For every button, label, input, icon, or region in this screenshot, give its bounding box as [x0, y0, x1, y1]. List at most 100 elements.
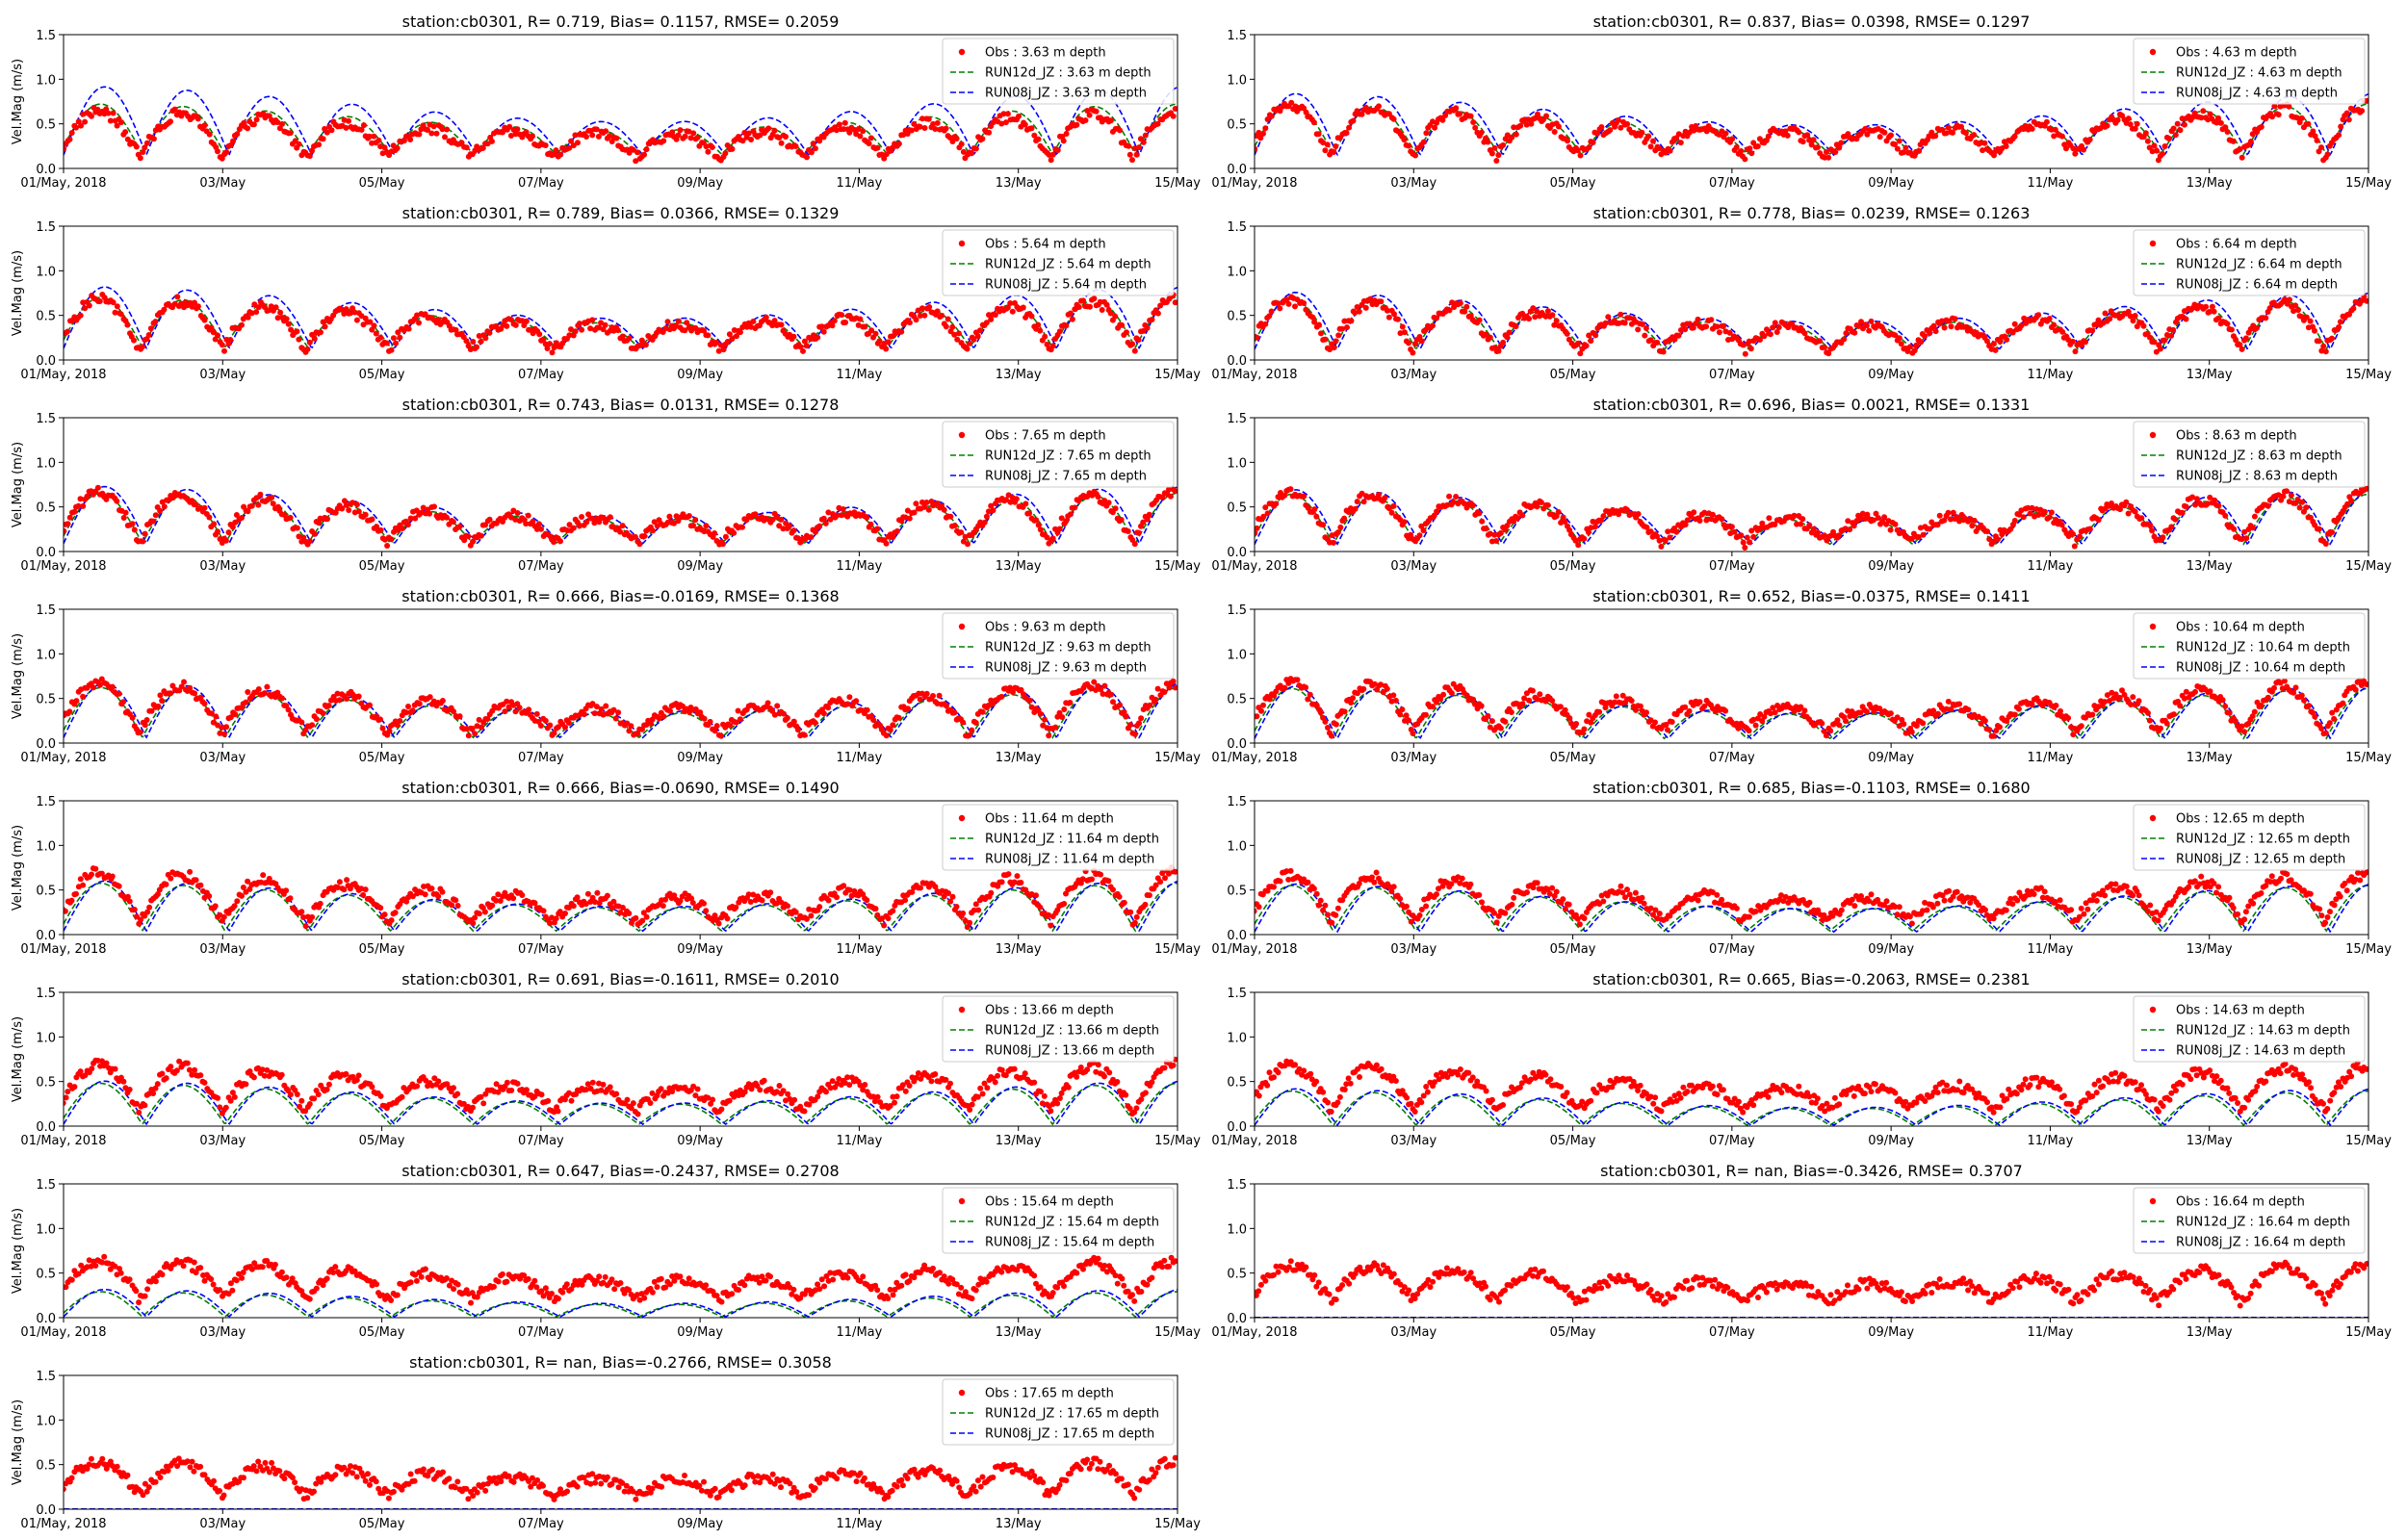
obs-point [1255, 713, 1260, 720]
obs-point [1133, 151, 1140, 158]
obs-point [1950, 509, 1956, 516]
obs-point [2035, 312, 2042, 319]
obs-point [2324, 151, 2331, 158]
obs-point [778, 321, 785, 328]
obs-point [1945, 509, 1952, 516]
obs-point [439, 698, 446, 704]
obs-point [988, 502, 995, 509]
obs-point [318, 329, 324, 336]
obs-point [1069, 316, 1075, 322]
obs-point [1317, 897, 1324, 904]
obs-point [713, 723, 720, 730]
obs-point [444, 514, 450, 521]
obs-point [785, 903, 790, 910]
obs-point [2104, 122, 2110, 129]
obs-point [73, 698, 80, 705]
obs-point [294, 328, 300, 335]
obs-point [240, 885, 246, 890]
obs-point [192, 299, 197, 306]
series-obs [1255, 867, 2368, 928]
obs-point [287, 895, 294, 902]
obs-point [2249, 713, 2256, 720]
obs-point [1317, 709, 1324, 716]
obs-point [206, 131, 213, 138]
x-tick-label: 09/May [677, 942, 723, 957]
obs-point [1981, 717, 1988, 724]
obs-point [232, 711, 239, 718]
obs-point [1896, 138, 1902, 144]
obs-point [1470, 119, 1477, 125]
obs-point [1519, 512, 1526, 519]
obs-point [300, 534, 307, 541]
obs-point [1061, 901, 1068, 907]
obs-point [1731, 528, 1738, 535]
obs-point [109, 683, 116, 690]
obs-point [1131, 347, 1138, 354]
obs-point [210, 329, 217, 336]
obs-point [1586, 144, 1592, 151]
obs-point [155, 703, 162, 709]
obs-point [523, 318, 530, 324]
obs-point [1519, 701, 1526, 707]
obs-point [2271, 684, 2277, 691]
obs-point [2250, 525, 2256, 531]
obs-point [124, 321, 131, 328]
obs-point [870, 717, 877, 723]
obs-point [1485, 139, 1491, 145]
obs-point [1939, 318, 1945, 324]
obs-point [1832, 149, 1839, 155]
obs-point [1063, 322, 1070, 329]
obs-point [1836, 532, 1842, 539]
obs-point [1408, 531, 1414, 538]
obs-point [2004, 336, 2010, 343]
obs-point [759, 897, 765, 904]
obs-point [559, 340, 566, 346]
plot-area [64, 676, 1178, 739]
obs-point [1116, 893, 1123, 900]
obs-point [1016, 113, 1022, 119]
obs-point [986, 312, 992, 319]
obs-point [1022, 500, 1029, 507]
obs-point [553, 147, 559, 154]
obs-point [1742, 156, 1748, 163]
obs-point [1418, 338, 1425, 345]
obs-point [1444, 501, 1451, 508]
obs-point [2222, 124, 2229, 131]
obs-point [1904, 348, 1911, 354]
obs-point [2228, 326, 2235, 333]
obs-point [334, 885, 341, 890]
obs-point [985, 702, 992, 708]
obs-point [2312, 133, 2318, 140]
obs-point [841, 119, 848, 126]
obs-point [157, 507, 164, 514]
obs-point [1380, 689, 1386, 696]
legend-marker [958, 240, 966, 247]
obs-point [1532, 314, 1539, 321]
obs-point [2130, 318, 2136, 324]
obs-point [1266, 696, 1273, 703]
y-tick-label: 0.5 [36, 501, 56, 516]
obs-point [1255, 904, 1262, 911]
obs-point [313, 716, 320, 723]
obs-point [1901, 149, 1906, 156]
x-tick-label: 07/May [518, 559, 564, 574]
obs-point [64, 145, 67, 152]
obs-point [1838, 140, 1845, 146]
legend-item-obs: Obs : 7.65 m depth [985, 429, 1106, 444]
obs-point [2086, 137, 2093, 142]
obs-point [589, 515, 596, 522]
x-tick-label: 11/May [2028, 368, 2074, 382]
legend-marker [958, 623, 966, 630]
obs-point [1555, 123, 1562, 130]
obs-point [1320, 522, 1327, 528]
obs-point [2344, 500, 2351, 507]
obs-point [690, 130, 697, 137]
subplot-title: station:cb0301, R= 0.778, Bias= 0.0239, … [1593, 204, 2031, 222]
obs-point [2316, 338, 2322, 345]
obs-point [636, 541, 643, 548]
obs-point [703, 143, 710, 150]
obs-point [985, 508, 992, 515]
obs-point [274, 315, 281, 321]
obs-point [1782, 128, 1789, 135]
obs-point [1645, 133, 1652, 140]
